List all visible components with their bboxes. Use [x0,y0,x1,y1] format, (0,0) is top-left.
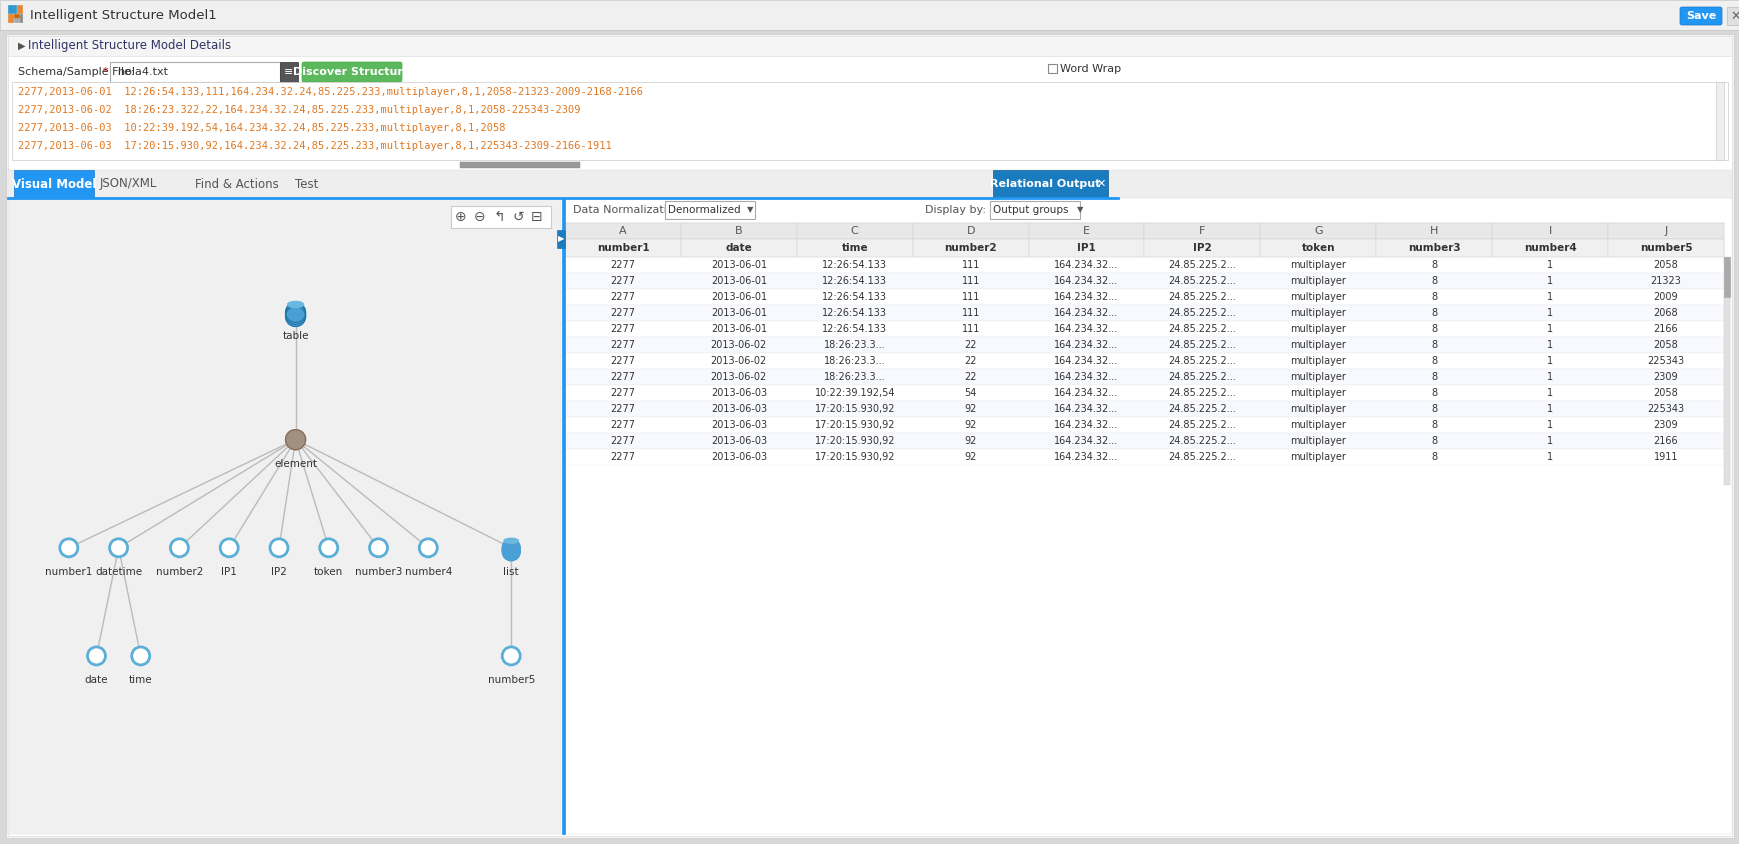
Text: 164.234.32...: 164.234.32... [1054,404,1118,414]
Text: 24.85.225.2...: 24.85.225.2... [1169,388,1236,398]
Text: 164.234.32...: 164.234.32... [1054,372,1118,382]
Text: number2: number2 [944,243,996,253]
Text: multiplayer: multiplayer [1290,276,1346,286]
Text: number5: number5 [487,675,534,685]
FancyBboxPatch shape [9,170,1730,198]
Text: IP1: IP1 [221,567,237,576]
FancyBboxPatch shape [1723,257,1729,485]
Circle shape [132,647,150,665]
FancyBboxPatch shape [19,14,23,22]
Text: Test: Test [296,177,318,191]
FancyBboxPatch shape [565,369,1723,385]
Text: H: H [1429,226,1438,236]
Text: list: list [503,567,518,576]
Text: ⊕: ⊕ [456,210,466,224]
Text: Visual Model: Visual Model [12,177,96,191]
FancyBboxPatch shape [1727,7,1739,25]
Text: IP1: IP1 [1076,243,1096,253]
Circle shape [285,306,306,327]
FancyBboxPatch shape [565,257,1723,273]
Circle shape [285,430,306,450]
FancyBboxPatch shape [9,5,16,13]
FancyBboxPatch shape [14,14,19,18]
Text: multiplayer: multiplayer [1290,356,1346,366]
Text: 2277: 2277 [610,388,635,398]
Text: 22: 22 [963,372,976,382]
Text: 164.234.32...: 164.234.32... [1054,436,1118,446]
Text: 8: 8 [1431,292,1436,302]
Text: 111: 111 [962,308,979,318]
Text: number2: number2 [157,567,203,576]
Text: 1: 1 [1546,372,1553,382]
Text: 2068: 2068 [1652,308,1678,318]
Text: 12:26:54.133: 12:26:54.133 [823,260,887,270]
Circle shape [285,305,306,324]
Text: 10:22:39.192,54: 10:22:39.192,54 [814,388,894,398]
Text: 111: 111 [962,292,979,302]
FancyBboxPatch shape [1715,82,1723,160]
Text: 2277,2013-06-03  10:22:39.192,54,164.234.32.24,85.225.233,multiplayer,8,1,2058: 2277,2013-06-03 10:22:39.192,54,164.234.… [17,123,506,133]
FancyBboxPatch shape [9,198,560,834]
Text: ↺: ↺ [511,210,523,224]
Text: Denormalized: Denormalized [668,205,741,215]
Circle shape [170,538,188,557]
Text: Schema/Sample File:: Schema/Sample File: [17,67,134,77]
Text: element: element [275,458,316,468]
Text: 2013-06-03: 2013-06-03 [710,404,767,414]
Text: 1: 1 [1546,436,1553,446]
Text: time: time [842,243,868,253]
Text: 2009: 2009 [1652,292,1678,302]
Text: ▼: ▼ [746,205,753,214]
Text: 12:26:54.133: 12:26:54.133 [823,292,887,302]
Text: 164.234.32...: 164.234.32... [1054,260,1118,270]
Text: D: D [965,226,974,236]
FancyBboxPatch shape [562,198,565,834]
FancyBboxPatch shape [796,239,913,257]
Text: 2277: 2277 [610,420,635,430]
Text: 2277: 2277 [610,452,635,462]
Text: Find & Actions: Find & Actions [195,177,278,191]
Text: 2277: 2277 [610,276,635,286]
FancyBboxPatch shape [565,337,1723,353]
Circle shape [221,538,238,557]
Text: 2013-06-03: 2013-06-03 [710,388,767,398]
Text: 2277: 2277 [610,292,635,302]
Text: multiplayer: multiplayer [1290,340,1346,350]
Text: 8: 8 [1431,420,1436,430]
FancyBboxPatch shape [680,223,796,239]
Text: multiplayer: multiplayer [1290,388,1346,398]
Text: 8: 8 [1431,436,1436,446]
Text: 24.85.225.2...: 24.85.225.2... [1169,356,1236,366]
Text: Intelligent Structure Model Details: Intelligent Structure Model Details [28,40,231,52]
Text: I: I [1548,226,1551,236]
Text: 1911: 1911 [1652,452,1678,462]
Text: 24.85.225.2...: 24.85.225.2... [1169,276,1236,286]
Text: 164.234.32...: 164.234.32... [1054,388,1118,398]
Text: 24.85.225.2...: 24.85.225.2... [1169,436,1236,446]
Text: token: token [1301,243,1334,253]
FancyBboxPatch shape [9,36,1730,56]
Text: 2013-06-01: 2013-06-01 [710,292,767,302]
Text: multiplayer: multiplayer [1290,292,1346,302]
Text: Output groups: Output groups [993,205,1068,215]
Text: number5: number5 [1638,243,1692,253]
Text: 2309: 2309 [1652,372,1678,382]
Text: number4: number4 [1523,243,1576,253]
Text: 164.234.32...: 164.234.32... [1054,452,1118,462]
Text: 164.234.32...: 164.234.32... [1054,276,1118,286]
Text: 8: 8 [1431,452,1436,462]
Text: C: C [850,226,857,236]
FancyBboxPatch shape [565,385,1723,401]
Text: multiplayer: multiplayer [1290,420,1346,430]
Text: 2058: 2058 [1652,260,1678,270]
Text: 2277,2013-06-01  12:26:54.133,111,164.234.32.24,85.225.233,multiplayer,8,1,2058-: 2277,2013-06-01 12:26:54.133,111,164.234… [17,87,643,97]
Text: hola4.txt: hola4.txt [118,67,169,77]
Text: 24.85.225.2...: 24.85.225.2... [1169,308,1236,318]
Text: 2013-06-03: 2013-06-03 [710,436,767,446]
Text: 12:26:54.133: 12:26:54.133 [823,324,887,334]
FancyBboxPatch shape [913,223,1028,239]
Text: 92: 92 [963,404,976,414]
Text: 8: 8 [1431,276,1436,286]
Text: 22: 22 [963,356,976,366]
